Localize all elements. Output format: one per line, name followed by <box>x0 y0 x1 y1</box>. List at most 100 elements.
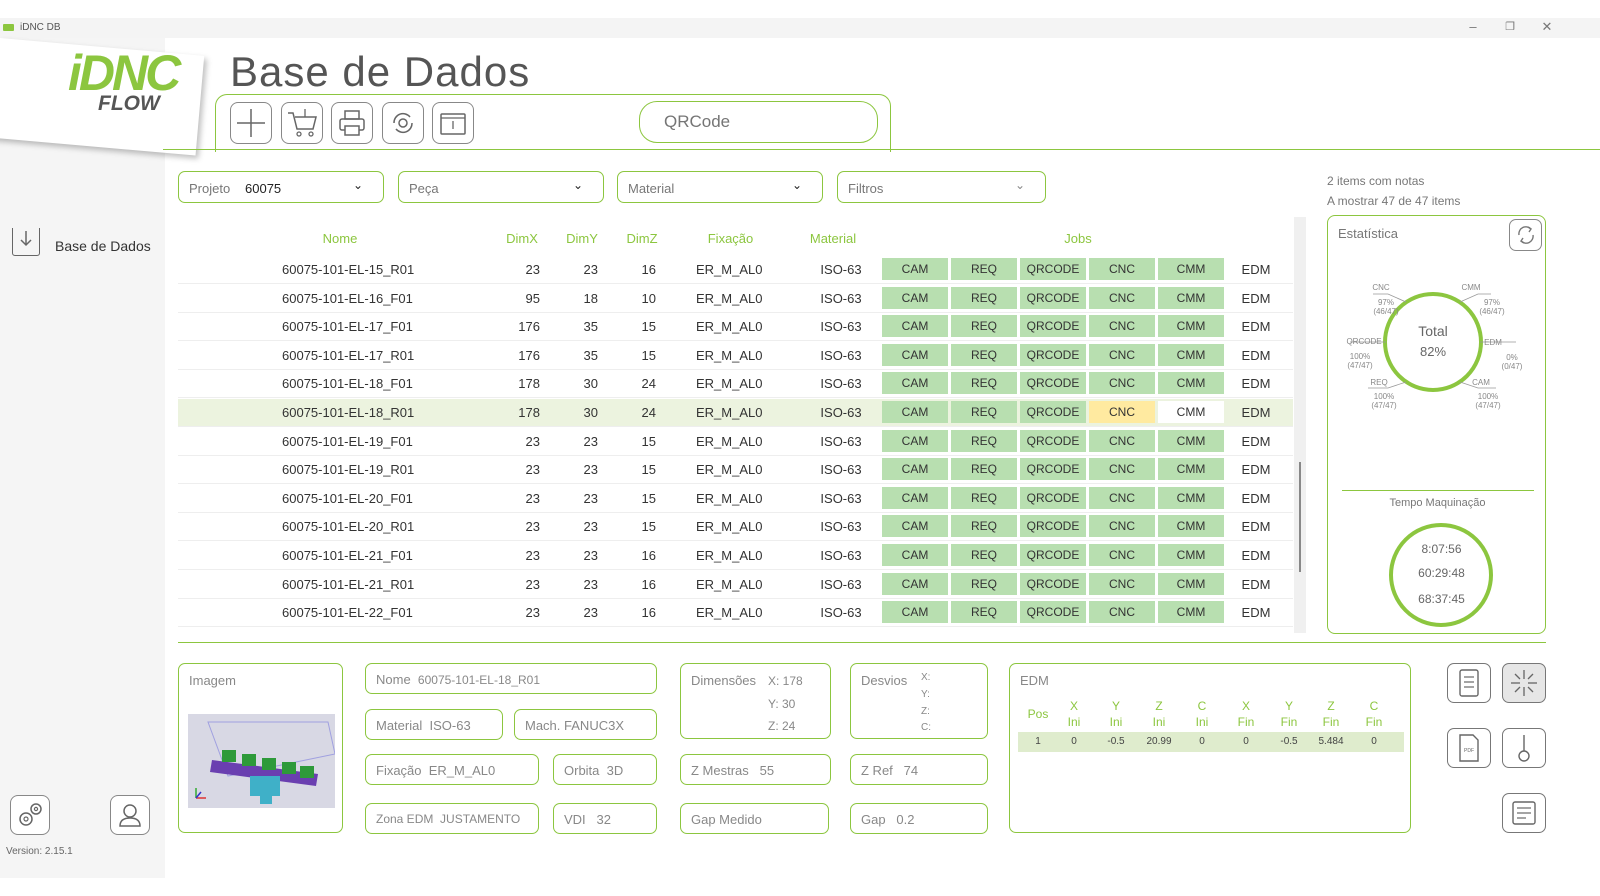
job-cmm-chip[interactable]: CMM <box>1158 544 1224 566</box>
job-cam-chip[interactable]: CAM <box>882 286 948 309</box>
job-qrcode-chip[interactable]: QRCODE <box>1020 486 1086 509</box>
orbita-field[interactable]: Orbita 3D <box>553 754 657 785</box>
header-nome[interactable]: Nome <box>322 231 358 246</box>
job-req-chip[interactable]: REQ <box>951 601 1017 624</box>
table-row[interactable]: 60075-101-EL-18_F01 178 30 24 ER_M_AL0 ISO-63… <box>178 370 1293 399</box>
scrollbar-thumb[interactable] <box>1299 462 1301 572</box>
job-cam-chip[interactable]: CAM <box>882 315 948 338</box>
mach-field[interactable]: Mach. FANUC3X <box>514 709 657 740</box>
job-req-chip[interactable]: REQ <box>951 429 1017 452</box>
job-cam-chip[interactable]: CAM <box>882 601 948 624</box>
job-cmm-chip[interactable]: CMM <box>1158 315 1224 338</box>
header-material[interactable]: Material <box>809 231 857 246</box>
job-qrcode-chip[interactable]: QRCODE <box>1020 544 1086 566</box>
table-row[interactable]: 60075-101-EL-21_F01 23 23 16 ER_M_AL0 ISO-63 C… <box>178 542 1293 570</box>
sync-settings-button[interactable] <box>382 102 424 144</box>
job-cmm-chip[interactable]: CMM <box>1158 458 1224 481</box>
table-row[interactable]: 60075-101-EL-18_R01 178 30 24 ER_M_AL0 ISO-63… <box>178 399 1293 427</box>
peca-dropdown[interactable]: Peça ⌄ <box>398 171 604 203</box>
table-scrollbar[interactable] <box>1294 217 1306 633</box>
job-req-chip[interactable]: REQ <box>951 572 1017 595</box>
job-edm-chip[interactable]: EDM <box>1241 548 1271 563</box>
header-dimy[interactable]: DimY <box>566 231 598 246</box>
job-cam-chip[interactable]: CAM <box>882 372 948 395</box>
user-button[interactable] <box>110 795 150 835</box>
job-cam-chip[interactable]: CAM <box>882 515 948 538</box>
job-cam-chip[interactable]: CAM <box>882 401 948 423</box>
zona-edm-field[interactable]: Zona EDM JUSTAMENTO <box>365 803 539 834</box>
close-button[interactable]: ✕ <box>1541 19 1553 34</box>
job-edm-chip[interactable]: EDM <box>1241 519 1271 535</box>
job-cmm-chip[interactable]: CMM <box>1158 258 1224 280</box>
job-edm-chip[interactable]: EDM <box>1241 405 1271 420</box>
job-req-chip[interactable]: REQ <box>951 515 1017 538</box>
job-edm-chip[interactable]: EDM <box>1241 376 1271 392</box>
job-cam-chip[interactable]: CAM <box>882 544 948 566</box>
job-qrcode-chip[interactable]: QRCODE <box>1020 601 1086 624</box>
job-edm-chip[interactable]: EDM <box>1241 462 1271 478</box>
job-edm-chip[interactable]: EDM <box>1241 490 1271 506</box>
job-req-chip[interactable]: REQ <box>951 258 1017 280</box>
job-cmm-chip[interactable]: CMM <box>1158 572 1224 595</box>
table-row[interactable]: 60075-101-EL-20_R01 23 23 15 ER_M_AL0 ISO-63 C… <box>178 513 1293 542</box>
job-edm-chip[interactable]: EDM <box>1241 605 1271 621</box>
fixacao-field[interactable]: Fixação ER_M_AL0 <box>365 754 539 785</box>
job-qrcode-chip[interactable]: QRCODE <box>1020 401 1086 423</box>
job-edm-chip[interactable]: EDM <box>1241 347 1271 363</box>
job-cmm-chip[interactable]: CMM <box>1158 429 1224 452</box>
material-dropdown[interactable]: Material ⌄ <box>617 171 823 203</box>
job-cnc-chip[interactable]: CNC <box>1089 572 1155 595</box>
job-cnc-chip[interactable]: CNC <box>1089 372 1155 395</box>
job-qrcode-chip[interactable]: QRCODE <box>1020 258 1086 280</box>
table-row[interactable]: 60075-101-EL-17_R01 176 35 15 ER_M_AL0 ISO-63… <box>178 342 1293 370</box>
table-row[interactable]: 60075-101-EL-21_R01 23 23 16 ER_M_AL0 ISO-63 C… <box>178 571 1293 599</box>
header-jobs[interactable]: Jobs <box>1064 231 1092 246</box>
cart-button[interactable] <box>281 102 323 144</box>
job-req-chip[interactable]: REQ <box>951 458 1017 481</box>
header-dimz[interactable]: DimZ <box>626 231 658 246</box>
z-ref-field[interactable]: Z Ref 74 <box>850 754 988 785</box>
job-qrcode-chip[interactable]: QRCODE <box>1020 315 1086 338</box>
qrcode-input[interactable] <box>639 101 878 143</box>
job-edm-chip[interactable]: EDM <box>1241 433 1271 449</box>
job-cmm-chip[interactable]: CMM <box>1158 372 1224 395</box>
job-cmm-chip[interactable]: CMM <box>1158 601 1224 624</box>
job-cmm-chip[interactable]: CMM <box>1158 486 1224 509</box>
job-cam-chip[interactable]: CAM <box>882 258 948 280</box>
notes-button[interactable] <box>1502 793 1546 833</box>
spark-button[interactable] <box>1502 663 1546 703</box>
document-list-button[interactable] <box>1447 663 1491 703</box>
job-qrcode-chip[interactable]: QRCODE <box>1020 372 1086 395</box>
job-edm-chip[interactable]: EDM <box>1241 576 1271 592</box>
job-cam-chip[interactable]: CAM <box>882 572 948 595</box>
job-qrcode-chip[interactable]: QRCODE <box>1020 429 1086 452</box>
table-row[interactable]: 60075-101-EL-19_F01 23 23 15 ER_M_AL0 ISO-63 C… <box>178 428 1293 456</box>
job-cnc-chip[interactable]: CNC <box>1089 315 1155 338</box>
sidebar-item-base-de-dados[interactable]: Base de Dados <box>12 228 162 258</box>
folder-button[interactable] <box>432 102 474 144</box>
job-cnc-chip[interactable]: CNC <box>1089 544 1155 566</box>
settings-button[interactable] <box>10 795 50 835</box>
job-cmm-chip[interactable]: CMM <box>1158 515 1224 538</box>
job-cmm-chip[interactable]: CMM <box>1158 343 1224 366</box>
job-cam-chip[interactable]: CAM <box>882 486 948 509</box>
gap-field[interactable]: Gap 0.2 <box>850 803 988 834</box>
job-cnc-chip[interactable]: CNC <box>1089 601 1155 624</box>
job-cmm-chip[interactable]: CMM <box>1158 286 1224 309</box>
job-req-chip[interactable]: REQ <box>951 544 1017 566</box>
job-qrcode-chip[interactable]: QRCODE <box>1020 286 1086 309</box>
job-qrcode-chip[interactable]: QRCODE <box>1020 572 1086 595</box>
header-fixacao[interactable]: Fixação <box>707 231 754 246</box>
job-qrcode-chip[interactable]: QRCODE <box>1020 343 1086 366</box>
job-cnc-chip[interactable]: CNC <box>1089 458 1155 481</box>
table-row[interactable]: 60075-101-EL-16_F01 95 18 10 ER_M_AL0 ISO-63 C… <box>178 285 1293 313</box>
job-cam-chip[interactable]: CAM <box>882 343 948 366</box>
job-req-chip[interactable]: REQ <box>951 486 1017 509</box>
job-cnc-chip[interactable]: CNC <box>1089 286 1155 309</box>
header-dimx[interactable]: DimX <box>506 231 538 246</box>
material-field[interactable]: Material ISO-63 <box>365 709 503 740</box>
temperature-button[interactable] <box>1502 728 1546 768</box>
table-row[interactable]: 60075-101-EL-22_F01 23 23 16 ER_M_AL0 ISO-63 C… <box>178 599 1293 628</box>
vdi-field[interactable]: VDI 32 <box>553 803 657 834</box>
job-req-chip[interactable]: REQ <box>951 315 1017 338</box>
